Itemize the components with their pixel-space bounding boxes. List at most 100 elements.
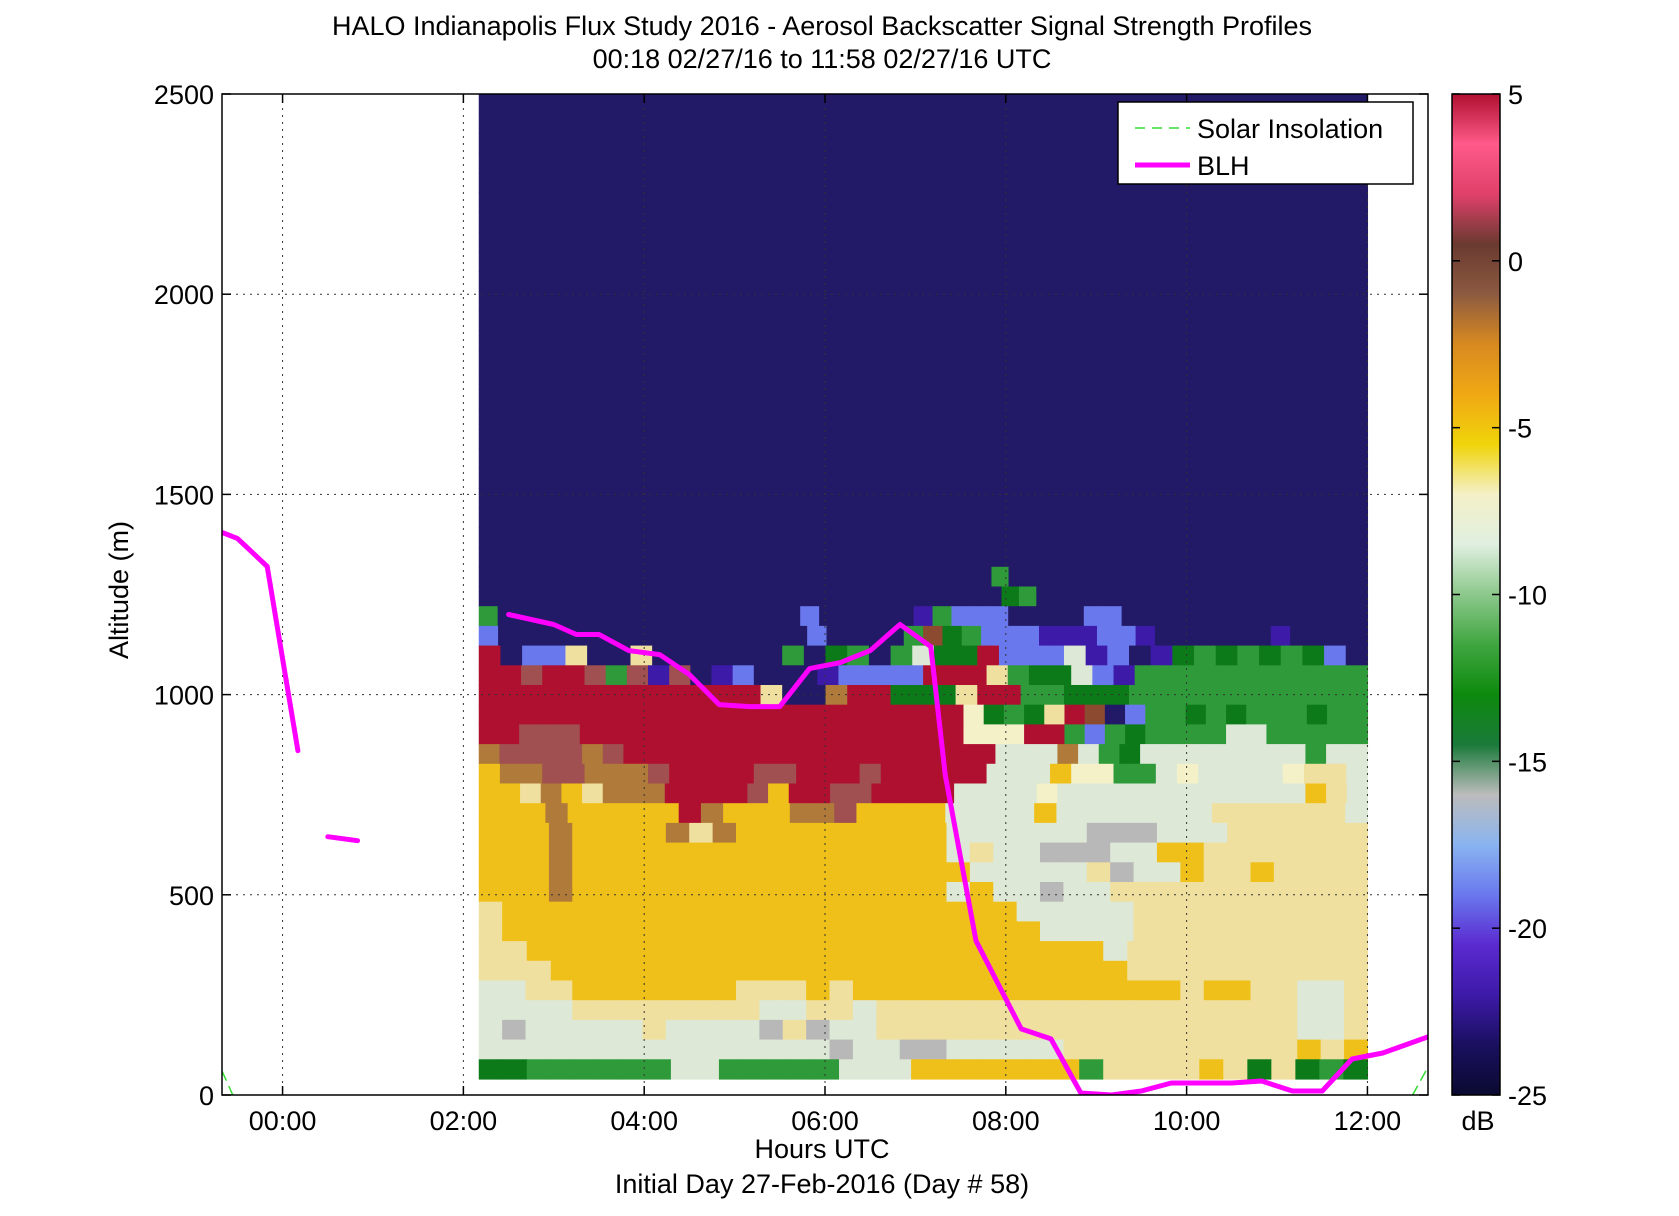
heatmap-cell <box>717 684 740 706</box>
heatmap-cell <box>618 330 637 351</box>
heatmap-cell <box>1110 980 1135 1001</box>
heatmap-cell <box>829 862 854 883</box>
heatmap-cell <box>1088 251 1107 272</box>
heatmap-cell <box>1158 231 1177 253</box>
heatmap-cell <box>1262 350 1281 371</box>
heatmap-cell <box>1259 645 1282 666</box>
heatmap-cell <box>879 291 898 312</box>
heatmap-cell <box>809 428 828 450</box>
heatmap-cell <box>1119 744 1141 765</box>
heatmap-cell <box>513 113 532 134</box>
heatmap-cell <box>1210 487 1229 509</box>
heatmap-cell <box>1001 291 1020 312</box>
heatmap-cell <box>500 803 524 824</box>
heatmap-cell <box>618 291 637 312</box>
heatmap-cell <box>966 330 985 351</box>
heatmap-cell <box>1297 409 1316 430</box>
heatmap-cell <box>583 350 602 371</box>
heatmap-cell <box>1210 468 1229 489</box>
heatmap-cell <box>1036 783 1059 804</box>
heatmap-cell <box>809 468 828 489</box>
heatmap-cell <box>759 921 784 942</box>
heatmap-cell <box>1193 350 1212 371</box>
heatmap-cell <box>949 153 968 174</box>
heatmap-cell <box>1295 941 1320 962</box>
heatmap-cell <box>740 94 759 115</box>
heatmap-cell <box>548 1039 573 1060</box>
heatmap-cell <box>665 862 690 883</box>
heatmap-cell <box>1280 231 1299 253</box>
heatmap-cell <box>1280 212 1299 233</box>
heatmap-cell <box>722 192 741 213</box>
heatmap-cell <box>984 172 1003 194</box>
heatmap-cell <box>496 310 515 331</box>
heatmap-cell <box>1000 625 1021 647</box>
heatmap-cell <box>757 389 776 410</box>
heatmap-cell <box>666 566 685 588</box>
heatmap-cell <box>584 763 607 785</box>
heatmap-cell <box>757 133 776 154</box>
heatmap-cell <box>665 901 690 922</box>
heatmap-cell <box>705 586 724 607</box>
heatmap-cell <box>502 842 527 863</box>
heatmap-cell <box>1325 763 1347 785</box>
heatmap-cell <box>1345 803 1369 824</box>
heatmap-cell <box>792 527 811 548</box>
heatmap-cell <box>548 94 567 115</box>
heatmap-cell <box>1210 448 1229 469</box>
heatmap-cell <box>670 310 689 331</box>
heatmap-cell <box>1194 645 1217 666</box>
heatmap-cell <box>685 783 707 804</box>
heatmap-cell <box>829 822 854 844</box>
heatmap-cell <box>1071 547 1090 568</box>
heatmap-cell <box>513 172 532 194</box>
heatmap-cell <box>896 428 915 450</box>
heatmap-cell <box>1158 547 1177 568</box>
heatmap-cell <box>525 862 550 883</box>
heatmap-cell <box>931 507 950 528</box>
heatmap-cell <box>670 153 689 174</box>
heatmap-cell <box>670 330 689 351</box>
heatmap-cell <box>1123 251 1142 272</box>
heatmap-cell <box>605 763 628 785</box>
heatmap-cell <box>1303 763 1326 785</box>
heatmap-cell <box>1332 192 1351 213</box>
heatmap-cell <box>595 1019 620 1041</box>
heatmap-cell <box>531 330 550 351</box>
heatmap-cell <box>740 350 759 371</box>
heatmap-cell <box>722 369 741 391</box>
heatmap-cell <box>618 389 637 410</box>
heatmap-cell <box>880 665 903 686</box>
heatmap-cell <box>1235 606 1255 627</box>
heatmap-cell <box>1106 389 1125 410</box>
heatmap-cell <box>478 172 497 194</box>
heatmap-cell <box>689 822 714 844</box>
heatmap-cell <box>896 192 915 213</box>
heatmap-cell <box>496 251 515 272</box>
series-line-solar-insolation <box>222 1070 234 1095</box>
heatmap-cell <box>1145 566 1163 588</box>
heatmap-cell <box>1315 389 1334 410</box>
heatmap-cell <box>1140 330 1159 351</box>
heatmap-cell <box>774 507 794 528</box>
heatmap-cell <box>565 547 584 568</box>
heatmap-cell <box>689 842 714 863</box>
heatmap-cell <box>902 704 924 725</box>
heatmap-cell <box>792 468 811 489</box>
heatmap-cell <box>670 586 689 607</box>
heatmap-cell <box>653 192 672 213</box>
heatmap-cell <box>705 291 724 312</box>
heatmap-cell <box>1245 389 1264 410</box>
heatmap-cell <box>991 566 1010 588</box>
heatmap-cell <box>1158 507 1177 528</box>
heatmap-cell <box>1158 527 1177 548</box>
heatmap-cell <box>890 645 913 666</box>
heatmap-cell <box>687 133 706 154</box>
heatmap-cell <box>1245 330 1264 351</box>
heatmap-cell <box>706 744 728 765</box>
heatmap-cell <box>1140 251 1159 272</box>
heatmap-cell <box>1150 684 1173 706</box>
heatmap-cell <box>984 350 1003 371</box>
heatmap-cell <box>1315 487 1334 509</box>
heatmap-cell <box>1050 763 1072 785</box>
